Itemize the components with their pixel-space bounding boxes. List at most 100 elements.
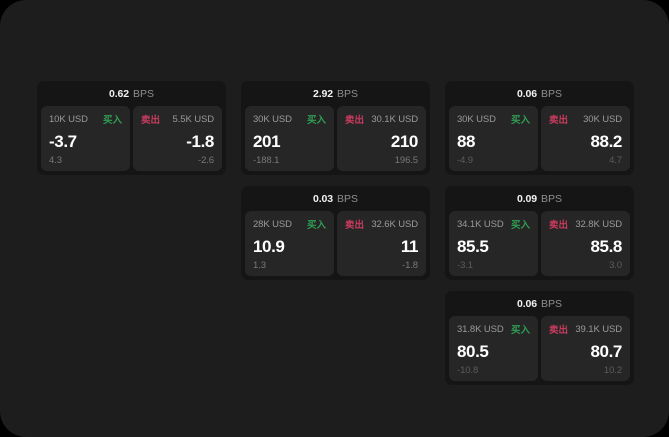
side-header: 卖出 30K USD [549, 113, 622, 127]
buy-action-label[interactable]: 买入 [102, 115, 122, 126]
card-body: 28K USD 买入 10.9 1.3 卖出 32.6K USD 11 -1.8 [245, 211, 426, 276]
price-row: 80.5 [457, 337, 530, 361]
quote-card[interactable]: 0.62 BPS 10K USD 买入 -3.7 4.3 卖出 5.5K USD -1.8 -2.… [37, 81, 226, 175]
buy-side-panel[interactable]: 31.8K USD 买入 80.5 -10.8 [449, 316, 538, 381]
side-header: 10K USD 买入 [49, 113, 122, 127]
order-size-label: 28K USD [253, 218, 292, 230]
bps-unit-label: BPS [541, 192, 563, 205]
card-header: 0.62 BPS [37, 81, 226, 106]
order-size-label: 32.6K USD [371, 218, 418, 230]
buy-price-value: -3.7 [49, 132, 77, 151]
price-row: 88.2 [549, 127, 623, 151]
card-body: 34.1K USD 买入 85.5 -3.1 卖出 32.8K USD 85.8 3.0 [449, 211, 630, 276]
side-header: 30K USD 买入 [253, 113, 326, 127]
sell-action-label[interactable]: 卖出 [549, 325, 569, 336]
sell-delta-value: 196.5 [394, 155, 418, 166]
bps-unit-label: BPS [337, 87, 359, 100]
sell-delta-value: 10.2 [603, 365, 622, 376]
card-header: 2.92 BPS [241, 81, 430, 106]
delta-row: 4.7 [549, 155, 622, 166]
buy-action-label[interactable]: 买入 [510, 325, 530, 336]
delta-row: 196.5 [345, 155, 418, 166]
quote-card[interactable]: 0.09 BPS 34.1K USD 买入 85.5 -3.1 卖出 32.8K USD 85.… [445, 186, 634, 280]
buy-price-value: 88 [457, 132, 476, 151]
price-row: 11 [345, 232, 419, 256]
bps-unit-label: BPS [541, 297, 563, 310]
order-size-label: 32.8K USD [575, 218, 622, 230]
order-size-label: 34.1K USD [457, 218, 504, 230]
bps-value: 2.92 [312, 87, 334, 100]
delta-row: 4.3 [49, 155, 122, 166]
order-size-label: 10K USD [49, 113, 88, 125]
bps-unit-label: BPS [337, 192, 359, 205]
quote-card[interactable]: 0.06 BPS 30K USD 买入 88 -4.9 卖出 30K USD 88.2 4.7 [445, 81, 634, 175]
card-header: 0.03 BPS [241, 186, 430, 211]
bps-value: 0.09 [516, 192, 538, 205]
quote-card[interactable]: 2.92 BPS 30K USD 买入 201 -188.1 卖出 30.1K USD 210 1… [241, 81, 430, 175]
sell-side-panel[interactable]: 卖出 30.1K USD 210 196.5 [337, 106, 426, 171]
delta-row: 1.3 [253, 260, 326, 271]
side-header: 卖出 32.6K USD [345, 218, 418, 232]
buy-price-value: 201 [253, 132, 281, 151]
buy-side-panel[interactable]: 10K USD 买入 -3.7 4.3 [41, 106, 130, 171]
buy-side-panel[interactable]: 34.1K USD 买入 85.5 -3.1 [449, 211, 538, 276]
card-body: 30K USD 买入 201 -188.1 卖出 30.1K USD 210 196.5 [245, 106, 426, 171]
sell-action-label[interactable]: 卖出 [549, 115, 569, 126]
side-header: 卖出 32.8K USD [549, 218, 622, 232]
card-header: 0.06 BPS [445, 81, 634, 106]
price-row: 80.7 [549, 337, 623, 361]
buy-delta-value: -10.8 [457, 365, 479, 376]
sell-action-label[interactable]: 卖出 [345, 220, 365, 231]
side-header: 卖出 30.1K USD [345, 113, 418, 127]
sell-side-panel[interactable]: 卖出 32.8K USD 85.8 3.0 [541, 211, 630, 276]
buy-price-value: 80.5 [457, 342, 489, 361]
sell-price-value: -1.8 [186, 132, 214, 151]
sell-price-value: 88.2 [590, 132, 623, 151]
bps-value: 0.62 [108, 87, 130, 100]
order-size-label: 39.1K USD [575, 323, 622, 335]
bps-value: 0.03 [312, 192, 334, 205]
sell-side-panel[interactable]: 卖出 39.1K USD 80.7 10.2 [541, 316, 630, 381]
side-header: 31.8K USD 买入 [457, 323, 530, 337]
order-size-label: 31.8K USD [457, 323, 504, 335]
delta-row: -3.1 [457, 260, 530, 271]
buy-action-label[interactable]: 买入 [510, 220, 530, 231]
bps-unit-label: BPS [133, 87, 155, 100]
side-header: 34.1K USD 买入 [457, 218, 530, 232]
buy-action-label[interactable]: 买入 [306, 115, 326, 126]
sell-side-panel[interactable]: 卖出 32.6K USD 11 -1.8 [337, 211, 426, 276]
buy-action-label[interactable]: 买入 [510, 115, 530, 126]
buy-price-value: 85.5 [457, 237, 489, 256]
sell-action-label[interactable]: 卖出 [345, 115, 365, 126]
card-header: 0.06 BPS [445, 291, 634, 316]
card-header: 0.09 BPS [445, 186, 634, 211]
sell-side-panel[interactable]: 卖出 5.5K USD -1.8 -2.6 [133, 106, 222, 171]
delta-row: -188.1 [253, 155, 326, 166]
card-body: 31.8K USD 买入 80.5 -10.8 卖出 39.1K USD 80.7 10.2 [449, 316, 630, 381]
buy-price-value: 10.9 [253, 237, 285, 256]
buy-delta-value: 4.3 [49, 155, 62, 166]
quote-card[interactable]: 0.06 BPS 31.8K USD 买入 80.5 -10.8 卖出 39.1K USD 80… [445, 291, 634, 385]
side-header: 30K USD 买入 [457, 113, 530, 127]
quote-card[interactable]: 0.03 BPS 28K USD 买入 10.9 1.3 卖出 32.6K USD 11 -1.8 [241, 186, 430, 280]
buy-side-panel[interactable]: 30K USD 买入 88 -4.9 [449, 106, 538, 171]
delta-row: -10.8 [457, 365, 530, 376]
delta-row: -2.6 [141, 155, 214, 166]
sell-delta-value: 4.7 [609, 155, 622, 166]
side-header: 卖出 5.5K USD [141, 113, 214, 127]
side-header: 28K USD 买入 [253, 218, 326, 232]
buy-delta-value: -3.1 [457, 260, 473, 271]
buy-side-panel[interactable]: 30K USD 买入 201 -188.1 [245, 106, 334, 171]
price-row: -1.8 [141, 127, 214, 151]
card-body: 30K USD 买入 88 -4.9 卖出 30K USD 88.2 4.7 [449, 106, 630, 171]
order-size-label: 30K USD [457, 113, 496, 125]
order-size-label: 30.1K USD [371, 113, 418, 125]
buy-action-label[interactable]: 买入 [306, 220, 326, 231]
sell-action-label[interactable]: 卖出 [141, 115, 161, 126]
sell-action-label[interactable]: 卖出 [549, 220, 569, 231]
side-header: 卖出 39.1K USD [549, 323, 622, 337]
sell-delta-value: -2.6 [198, 155, 214, 166]
buy-side-panel[interactable]: 28K USD 买入 10.9 1.3 [245, 211, 334, 276]
sell-side-panel[interactable]: 卖出 30K USD 88.2 4.7 [541, 106, 630, 171]
